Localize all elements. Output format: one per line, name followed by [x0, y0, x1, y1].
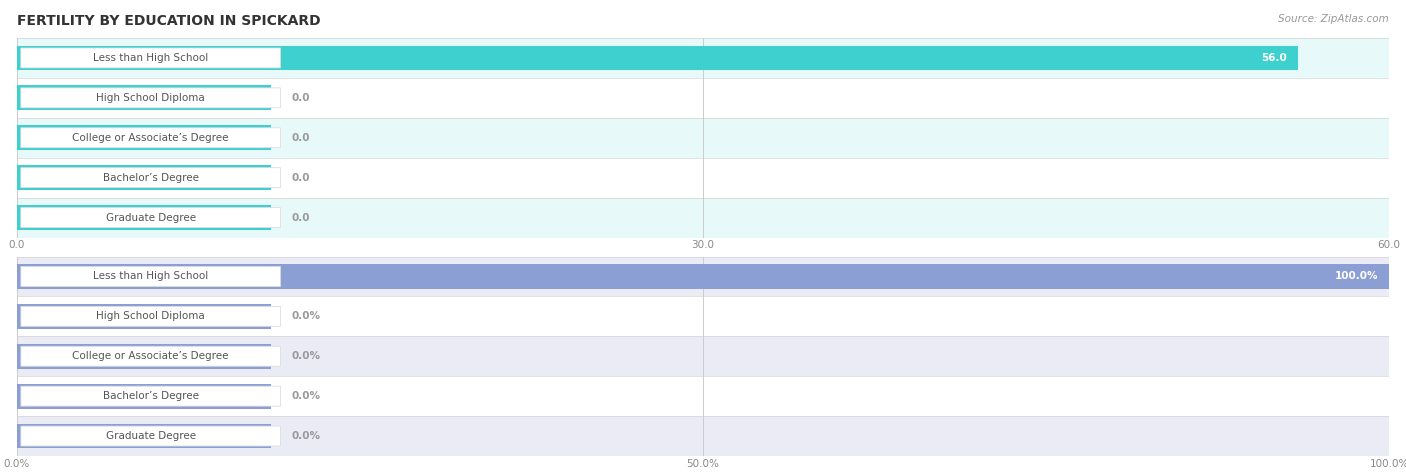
Text: Less than High School: Less than High School	[93, 271, 208, 282]
Text: 0.0: 0.0	[291, 93, 309, 103]
Bar	[17, 205, 271, 230]
Text: High School Diploma: High School Diploma	[96, 93, 205, 103]
FancyBboxPatch shape	[21, 48, 281, 68]
Bar	[17, 336, 1389, 376]
Bar	[17, 256, 1389, 296]
FancyBboxPatch shape	[21, 208, 281, 228]
FancyBboxPatch shape	[21, 386, 280, 406]
Bar	[17, 384, 271, 408]
FancyBboxPatch shape	[21, 426, 280, 446]
Bar	[17, 296, 1389, 336]
Bar	[17, 424, 271, 448]
Bar	[17, 125, 271, 150]
Text: Graduate Degree: Graduate Degree	[105, 431, 195, 441]
Text: 0.0: 0.0	[291, 172, 309, 183]
FancyBboxPatch shape	[21, 88, 281, 108]
FancyBboxPatch shape	[21, 346, 280, 366]
Text: High School Diploma: High School Diploma	[96, 311, 205, 322]
FancyBboxPatch shape	[21, 168, 281, 188]
Bar	[17, 46, 1298, 70]
Text: Source: ZipAtlas.com: Source: ZipAtlas.com	[1278, 14, 1389, 24]
Text: Graduate Degree: Graduate Degree	[105, 212, 195, 223]
Bar	[17, 165, 271, 190]
Bar	[17, 344, 271, 369]
Bar	[17, 86, 271, 110]
Bar	[17, 38, 1389, 78]
Text: Bachelor’s Degree: Bachelor’s Degree	[103, 172, 198, 183]
Text: 0.0%: 0.0%	[291, 351, 321, 361]
Text: Less than High School: Less than High School	[93, 53, 208, 63]
Bar	[17, 198, 1389, 238]
Text: 0.0%: 0.0%	[291, 431, 321, 441]
Text: College or Associate’s Degree: College or Associate’s Degree	[73, 351, 229, 361]
Bar	[17, 78, 1389, 118]
Text: 0.0: 0.0	[291, 133, 309, 143]
Bar	[17, 304, 271, 329]
Text: FERTILITY BY EDUCATION IN SPICKARD: FERTILITY BY EDUCATION IN SPICKARD	[17, 14, 321, 28]
Bar	[17, 264, 1389, 289]
Text: 0.0: 0.0	[291, 212, 309, 223]
Text: Bachelor’s Degree: Bachelor’s Degree	[103, 391, 198, 401]
Text: 100.0%: 100.0%	[1334, 271, 1378, 282]
FancyBboxPatch shape	[21, 306, 280, 326]
Text: 56.0: 56.0	[1261, 53, 1286, 63]
Text: 0.0%: 0.0%	[291, 391, 321, 401]
Bar	[17, 416, 1389, 456]
FancyBboxPatch shape	[21, 266, 280, 286]
Text: College or Associate’s Degree: College or Associate’s Degree	[73, 133, 229, 143]
Text: 0.0%: 0.0%	[291, 311, 321, 322]
Bar	[17, 158, 1389, 198]
Bar	[17, 118, 1389, 158]
Bar	[17, 376, 1389, 416]
FancyBboxPatch shape	[21, 128, 281, 148]
